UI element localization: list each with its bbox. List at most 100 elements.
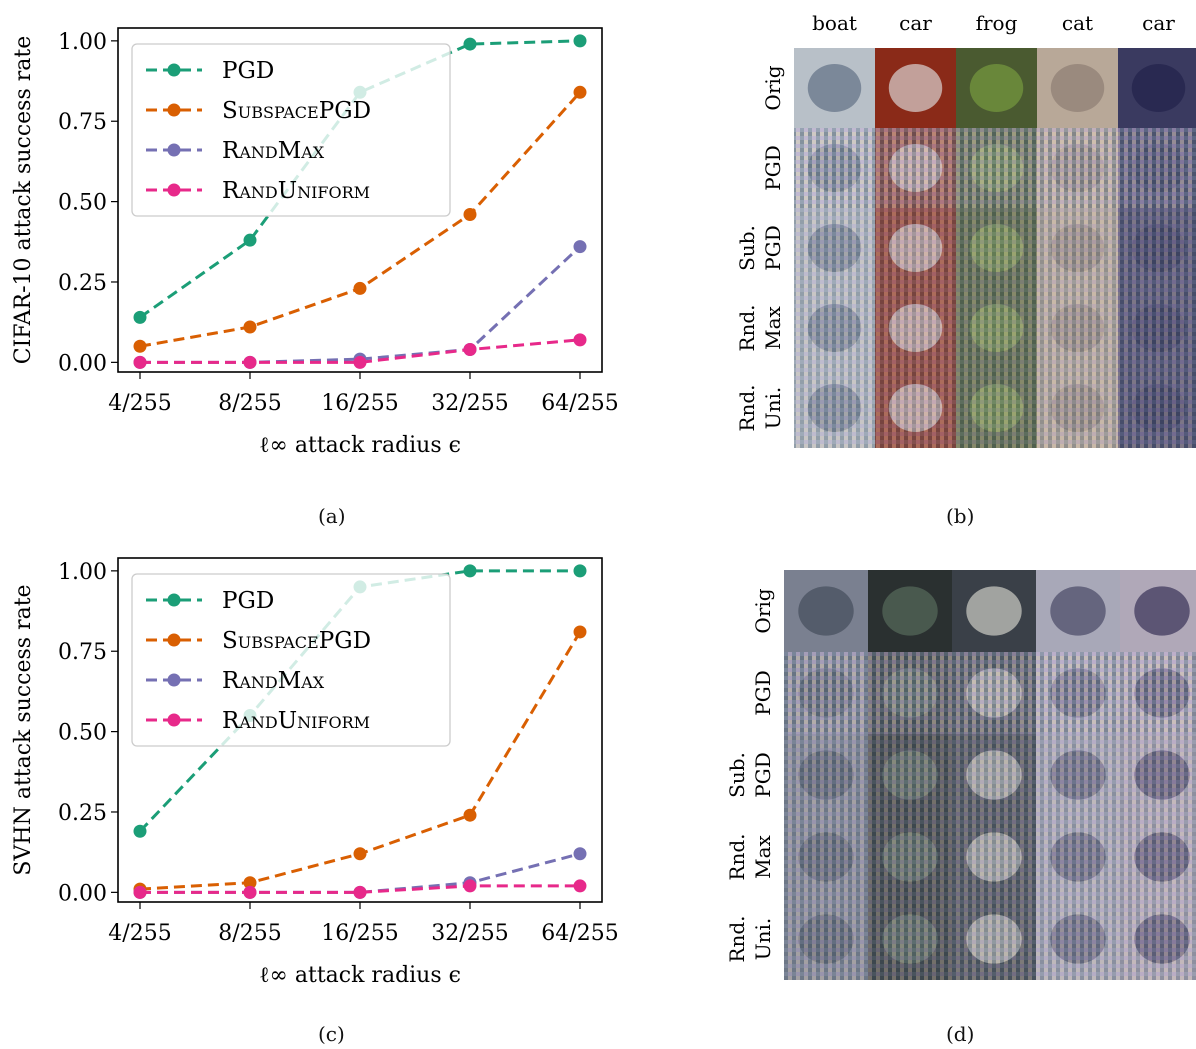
data-point-rand_uniform <box>353 355 367 369</box>
chart-svhn: 0.00 0.25 0.50 0.75 1.00 4/255 8/255 16/255 32/2… <box>11 557 619 988</box>
y-tick-label: 0.75 <box>58 640 107 665</box>
x-axis-label: ℓ∞ attack radius ϵ <box>259 963 461 988</box>
image-object <box>1050 586 1106 636</box>
row-label: PGD <box>761 145 785 190</box>
data-point-pgd <box>243 233 257 247</box>
x-tick-label: 16/255 <box>321 921 398 946</box>
noise-overlay <box>794 288 875 368</box>
y-axis-label: SVHN attack success rate <box>11 584 36 875</box>
noise-overlay <box>952 734 1036 816</box>
legend-marker-subspace_pgd <box>167 103 181 117</box>
data-point-subspace_pgd <box>573 85 587 99</box>
caption-a: (a) <box>318 504 346 528</box>
image-object <box>1134 586 1190 636</box>
column-label: car <box>899 11 932 35</box>
legend-label: RandUniform <box>222 178 370 204</box>
row-label: Orig <box>761 65 785 110</box>
y-tick-label: 0.25 <box>58 271 107 296</box>
noise-overlay <box>1037 208 1118 288</box>
noise-overlay <box>794 128 875 208</box>
noise-overlay <box>1120 734 1196 816</box>
noise-overlay <box>1036 898 1120 980</box>
legend-marker-pgd <box>167 593 181 607</box>
legend-marker-rand_uniform <box>167 713 181 727</box>
row-label: Rnd. <box>735 304 759 351</box>
data-point-pgd <box>573 564 587 578</box>
noise-overlay <box>868 898 952 980</box>
noise-overlay <box>1120 898 1196 980</box>
row-label: Max <box>751 834 775 878</box>
row-label: Orig <box>751 588 775 633</box>
noise-overlay <box>875 208 956 288</box>
noise-overlay <box>956 208 1037 288</box>
image-object <box>798 586 854 636</box>
y-tick-label: 0.25 <box>58 801 107 826</box>
x-tick-label: 16/255 <box>321 391 398 416</box>
data-point-pgd <box>133 310 147 324</box>
legend-box <box>131 573 451 747</box>
x-tick-label: 8/255 <box>218 391 281 416</box>
row-label: PGD <box>761 225 785 270</box>
x-tick-label: 64/255 <box>541 391 618 416</box>
noise-overlay <box>952 898 1036 980</box>
data-point-subspace_pgd <box>243 876 257 890</box>
plot-frame <box>117 557 603 903</box>
legend-label: RandMax <box>222 138 325 164</box>
column-label: frog <box>976 11 1018 35</box>
noise-overlay <box>784 816 868 898</box>
y-tick-label: 0.75 <box>58 110 107 135</box>
image-object <box>882 586 938 636</box>
legend-marker-rand_uniform <box>167 183 181 197</box>
noise-overlay <box>784 898 868 980</box>
caption-c: (c) <box>318 1022 345 1046</box>
series-line-rand_uniform <box>140 884 580 894</box>
row-label: Uni. <box>751 918 775 961</box>
legend-box <box>131 43 451 217</box>
image-object <box>1131 64 1186 112</box>
data-point-rand_max <box>573 240 587 254</box>
noise-overlay <box>952 816 1036 898</box>
noise-overlay <box>1036 652 1120 734</box>
noise-overlay <box>956 288 1037 368</box>
noise-overlay <box>868 734 952 816</box>
noise-overlay <box>1037 368 1118 448</box>
data-point-rand_uniform <box>133 885 147 899</box>
legend-label: PGD <box>222 58 274 84</box>
legend-marker-pgd <box>167 63 181 77</box>
noise-overlay <box>956 368 1037 448</box>
image-object <box>966 586 1022 636</box>
data-point-subspace_pgd <box>353 281 367 295</box>
x-tick-label: 32/255 <box>431 391 508 416</box>
data-point-pgd <box>573 34 587 48</box>
image-object <box>888 64 943 112</box>
noise-overlay <box>1118 208 1196 288</box>
plot-frame <box>117 27 603 373</box>
row-label: Sub. <box>735 225 759 271</box>
row-label: PGD <box>751 752 775 797</box>
y-tick-label: 1.00 <box>58 560 107 585</box>
data-point-pgd <box>463 37 477 51</box>
data-point-rand_uniform <box>243 355 257 369</box>
legend-label: PGD <box>222 588 274 614</box>
noise-overlay <box>794 368 875 448</box>
data-point-rand_uniform <box>133 355 147 369</box>
noise-overlay <box>1037 288 1118 368</box>
noise-overlay <box>868 652 952 734</box>
series-line-rand_uniform <box>140 338 581 364</box>
x-tick-label: 4/255 <box>108 921 171 946</box>
noise-overlay <box>1118 288 1196 368</box>
data-point-subspace_pgd <box>133 339 147 353</box>
noise-overlay <box>875 128 956 208</box>
data-point-pgd <box>133 824 147 838</box>
x-axis-label: ℓ∞ attack radius ϵ <box>259 433 461 458</box>
y-tick-label: 0.00 <box>58 881 107 906</box>
noise-overlay <box>1036 816 1120 898</box>
legend-marker-subspace_pgd <box>167 633 181 647</box>
column-label: boat <box>812 11 857 35</box>
y-tick-label: 0.50 <box>58 191 107 216</box>
noise-overlay <box>956 128 1037 208</box>
y-tick-label: 0.50 <box>58 721 107 746</box>
noise-overlay <box>784 734 868 816</box>
column-label: cat <box>1062 11 1093 35</box>
